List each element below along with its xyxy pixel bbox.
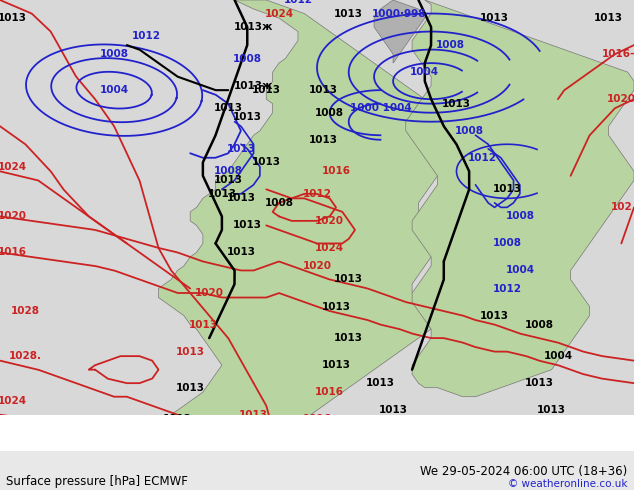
Text: 1028.: 1028. — [9, 351, 42, 361]
Text: 1020: 1020 — [252, 432, 281, 442]
Text: 1013: 1013 — [524, 378, 553, 388]
Text: 102: 102 — [611, 202, 632, 212]
Text: 1016—: 1016— — [602, 49, 634, 59]
Text: 1008: 1008 — [100, 49, 129, 59]
Text: 1013: 1013 — [334, 274, 363, 285]
Text: 1013: 1013 — [239, 410, 268, 420]
Text: 1013ж: 1013ж — [234, 22, 273, 32]
Text: 1008: 1008 — [524, 319, 553, 330]
Text: 1008: 1008 — [315, 108, 344, 118]
Text: 1013: 1013 — [188, 319, 217, 330]
Text: 1013: 1013 — [334, 8, 363, 19]
Text: 1013: 1013 — [543, 432, 573, 442]
Text: 1013: 1013 — [252, 85, 281, 95]
Text: 1024: 1024 — [0, 162, 27, 172]
Text: 1013: 1013 — [207, 189, 236, 199]
Text: 1013: 1013 — [334, 333, 363, 343]
Text: © weatheronline.co.uk: © weatheronline.co.uk — [508, 479, 628, 489]
Polygon shape — [406, 0, 634, 397]
Text: 1013: 1013 — [480, 311, 509, 320]
Text: 1013: 1013 — [233, 220, 262, 230]
Text: 1013: 1013 — [214, 175, 243, 185]
Text: 1020: 1020 — [195, 288, 224, 298]
Text: 1008: 1008 — [493, 239, 522, 248]
Text: 1020: 1020 — [0, 211, 27, 221]
Text: 1016: 1016 — [321, 166, 351, 176]
Text: 1013: 1013 — [309, 135, 338, 145]
Text: 1024: 1024 — [264, 8, 294, 19]
Text: 1028: 1028 — [11, 306, 40, 316]
Text: 1013: 1013 — [442, 98, 471, 109]
Text: 1013: 1013 — [480, 13, 509, 23]
Text: 1020: 1020 — [302, 261, 332, 271]
Text: 1013: 1013 — [176, 346, 205, 357]
Text: 1000·998: 1000·998 — [372, 8, 427, 19]
Text: 1000 1004: 1000 1004 — [349, 103, 411, 113]
Text: 1012: 1012 — [302, 189, 332, 199]
Text: 1012: 1012 — [467, 153, 496, 163]
Text: 1013: 1013 — [321, 301, 351, 312]
Text: 1013: 1013 — [226, 247, 256, 257]
Text: 1013: 1013 — [537, 405, 566, 415]
Bar — [0, 415, 634, 451]
Text: 1020: 1020 — [315, 216, 344, 226]
Text: 1013: 1013 — [378, 405, 408, 415]
Text: Surface pressure [hPa] ECMWF: Surface pressure [hPa] ECMWF — [6, 474, 188, 488]
Text: 1020: 1020 — [150, 437, 179, 447]
Text: 1013: 1013 — [594, 13, 623, 23]
Text: 1008: 1008 — [264, 198, 294, 208]
Text: 1013: 1013 — [214, 103, 243, 113]
Text: 1004: 1004 — [543, 351, 573, 361]
Text: 1004: 1004 — [410, 67, 439, 77]
Text: 1008: 1008 — [214, 166, 243, 176]
Text: 1013: 1013 — [252, 157, 281, 167]
Text: 1013: 1013 — [163, 414, 192, 424]
Text: 1013: 1013 — [233, 112, 262, 122]
Text: 1020: 1020 — [607, 94, 634, 104]
Text: 1013: 1013 — [309, 85, 338, 95]
Text: 1012: 1012 — [131, 31, 160, 41]
Text: 1013: 1013 — [176, 383, 205, 392]
Text: 1013: 1013 — [226, 144, 256, 154]
Text: 1016: 1016 — [315, 387, 344, 397]
Text: 1013ж: 1013ж — [234, 81, 273, 91]
Text: 1013: 1013 — [0, 13, 27, 23]
Text: 1013: 1013 — [366, 428, 395, 438]
Text: We 29-05-2024 06:00 UTC (18+36): We 29-05-2024 06:00 UTC (18+36) — [420, 465, 628, 478]
Polygon shape — [158, 0, 463, 442]
Text: 1024: 1024 — [315, 243, 344, 253]
Text: 1004: 1004 — [505, 266, 534, 275]
Polygon shape — [374, 0, 425, 63]
Text: 1012: 1012 — [493, 284, 522, 294]
Text: 1024: 1024 — [0, 396, 27, 406]
Text: 1008: 1008 — [436, 40, 465, 50]
Text: 1016: 1016 — [0, 247, 27, 257]
Text: 1008: 1008 — [455, 126, 484, 136]
Text: 1013: 1013 — [226, 194, 256, 203]
Text: 1013: 1013 — [493, 184, 522, 195]
Text: 1020: 1020 — [4, 437, 34, 447]
Text: 1004: 1004 — [100, 85, 129, 95]
Text: 1016: 1016 — [302, 414, 332, 424]
Text: 1012: 1012 — [283, 0, 313, 5]
Text: 1013: 1013 — [321, 360, 351, 370]
Text: 1013: 1013 — [366, 378, 395, 388]
Text: 1008: 1008 — [505, 211, 534, 221]
Text: 1008: 1008 — [233, 53, 262, 64]
